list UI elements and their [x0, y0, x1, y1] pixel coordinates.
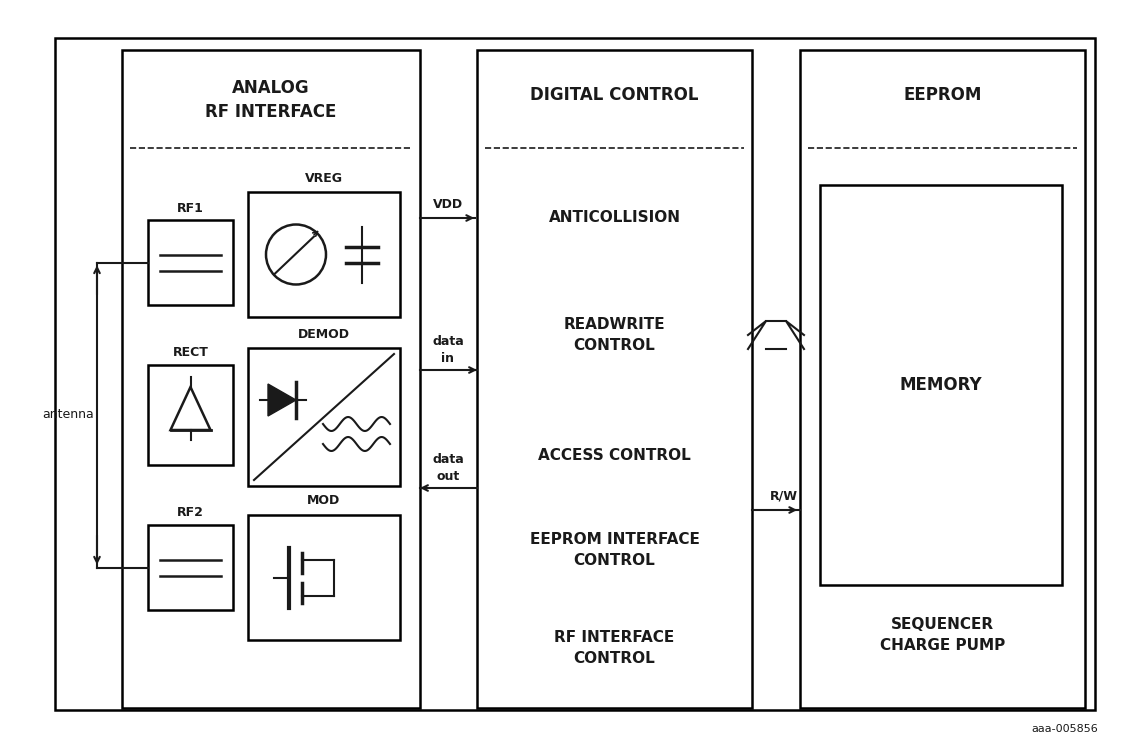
Text: RF INTERFACE
CONTROL: RF INTERFACE CONTROL	[554, 630, 675, 666]
Text: VDD: VDD	[433, 197, 463, 210]
Text: MEMORY: MEMORY	[899, 376, 983, 394]
Text: aaa-005856: aaa-005856	[1032, 724, 1098, 734]
Bar	[148, 220, 233, 305]
Text: ACCESS CONTROL: ACCESS CONTROL	[538, 448, 691, 463]
Text: EEPROM INTERFACE
CONTROL: EEPROM INTERFACE CONTROL	[530, 532, 700, 568]
Bar	[148, 525, 233, 610]
Text: VREG: VREG	[306, 172, 343, 184]
Bar	[249, 192, 400, 317]
Text: ANALOG
RF INTERFACE: ANALOG RF INTERFACE	[205, 79, 336, 121]
Text: data
in: data in	[432, 335, 464, 365]
Text: DIGITAL CONTROL: DIGITAL CONTROL	[530, 86, 699, 104]
Bar	[122, 50, 420, 708]
Text: data
out: data out	[432, 453, 464, 483]
Text: R/W: R/W	[770, 489, 798, 503]
Text: EEPROM: EEPROM	[903, 86, 982, 104]
Text: RECT: RECT	[172, 346, 209, 360]
Bar	[820, 185, 1062, 585]
Text: MOD: MOD	[308, 494, 341, 507]
Bar	[249, 348, 400, 486]
Text: RF2: RF2	[177, 507, 204, 519]
Polygon shape	[268, 384, 296, 416]
Text: SEQUENCER
CHARGE PUMP: SEQUENCER CHARGE PUMP	[880, 617, 1005, 653]
Text: READWRITE
CONTROL: READWRITE CONTROL	[563, 317, 666, 353]
Text: RF1: RF1	[177, 202, 204, 215]
Bar	[477, 50, 752, 708]
Bar	[249, 515, 400, 640]
Text: antenna: antenna	[42, 408, 93, 422]
Bar	[148, 365, 233, 465]
Text: DEMOD: DEMOD	[298, 327, 350, 340]
Bar	[55, 38, 1096, 710]
Text: ANTICOLLISION: ANTICOLLISION	[548, 210, 681, 225]
Bar	[800, 50, 1085, 708]
